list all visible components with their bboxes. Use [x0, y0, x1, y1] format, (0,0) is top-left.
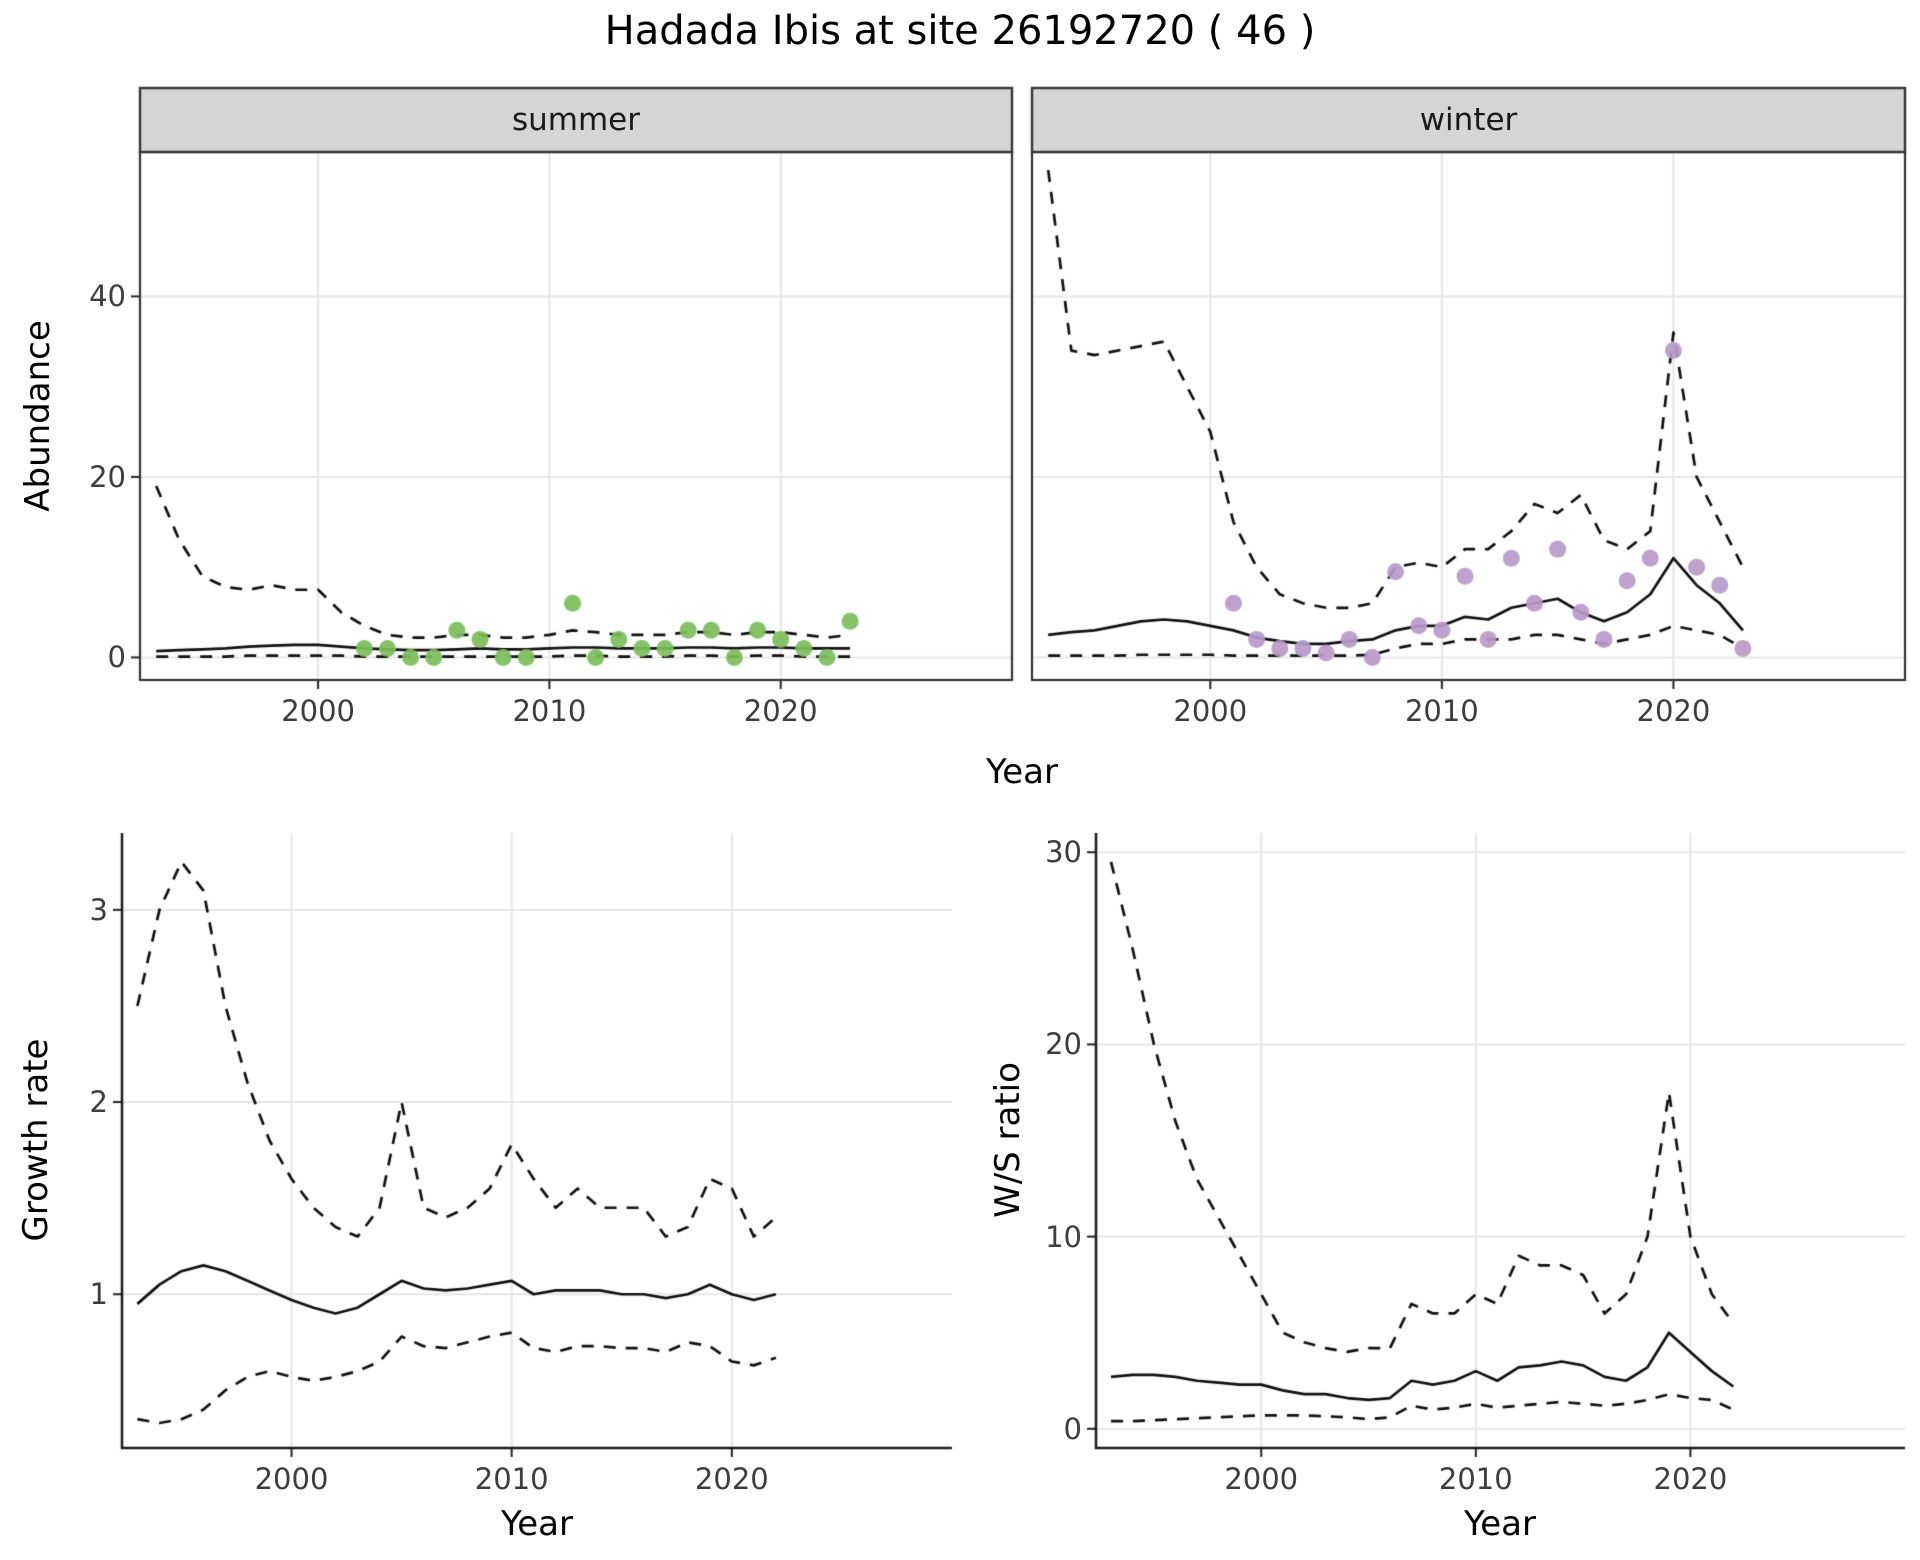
y-tick-label: 3 [89, 892, 108, 927]
y-tick-label: 1 [89, 1277, 108, 1312]
x-tick-label: 2000 [1224, 1462, 1299, 1496]
y-tick-label: 20 [1045, 1027, 1082, 1062]
figure-title: Hadada Ibis at site 26192720 ( 46 ) [604, 8, 1316, 54]
x-tick-label: 2020 [694, 1462, 769, 1496]
y-tick-label: 30 [1045, 835, 1082, 870]
x-tick-label: 2010 [1438, 1462, 1513, 1496]
x-axis-label-year-ratio: Year [1464, 1504, 1536, 1544]
x-tick-label: 2020 [1653, 1462, 1728, 1496]
x-tick-label: 2020 [1636, 694, 1711, 728]
x-tick-label: 2000 [1173, 694, 1248, 728]
x-axis-label-year-growth: Year [501, 1504, 573, 1544]
x-tick-label: 2020 [743, 694, 818, 728]
x-tick-label: 2010 [474, 1462, 549, 1496]
y-tick-label: 40 [89, 279, 126, 314]
facet-label-winter: winter [1419, 102, 1518, 138]
y-tick-label: 0 [1063, 1411, 1082, 1446]
x-tick-label: 2010 [512, 694, 587, 728]
x-axis-label-year-top: Year [986, 752, 1058, 792]
y-tick-label: 10 [1045, 1219, 1082, 1254]
y-tick-label: 20 [89, 459, 126, 494]
facet-label-summer: summer [511, 102, 640, 138]
y-axis-label-growth-rate: Growth rate [16, 1038, 56, 1242]
x-tick-label: 2000 [281, 694, 355, 728]
y-tick-label: 2 [89, 1085, 108, 1120]
x-tick-label: 2000 [254, 1462, 329, 1496]
x-tick-label: 2010 [1404, 694, 1479, 728]
y-tick-label: 0 [107, 640, 126, 675]
y-axis-label-abundance: Abundance [18, 320, 58, 512]
y-axis-label-ws-ratio: W/S ratio [988, 1062, 1028, 1218]
